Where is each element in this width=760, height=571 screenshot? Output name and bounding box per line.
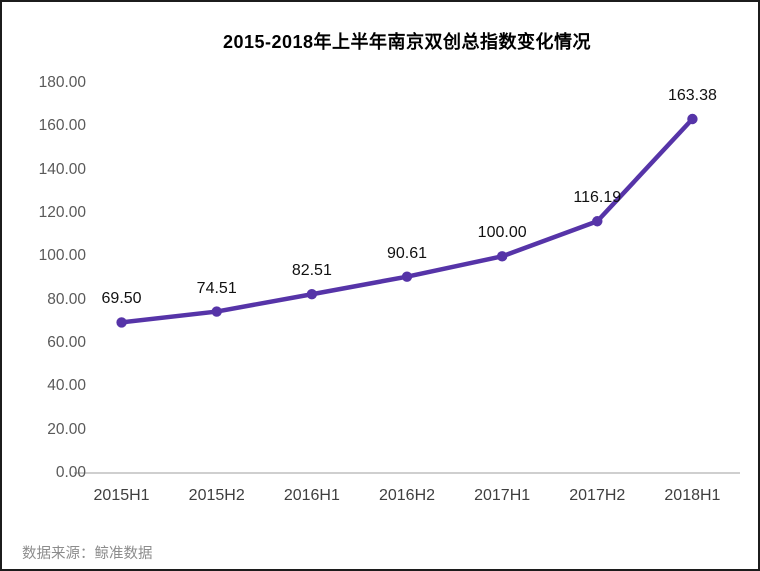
data-point-marker	[306, 289, 318, 300]
y-tick-label: 80.00	[47, 290, 86, 308]
y-tick-label: 160.00	[38, 117, 86, 135]
y-tick-label: 140.00	[38, 160, 86, 178]
x-axis-label: 2018H1	[664, 487, 721, 504]
x-axis-label: 2015H2	[188, 487, 245, 504]
y-tick-label: 0.00	[55, 464, 86, 481]
y-tick-label: 120.00	[38, 204, 86, 221]
y-tick-label: 100.00	[38, 247, 86, 265]
source-note: 数据来源：鲸准数据	[22, 546, 153, 562]
y-tick-label: 40.00	[47, 377, 86, 395]
data-point-marker	[496, 251, 508, 262]
data-label: 116.19	[573, 189, 622, 207]
data-label: 69.50	[101, 290, 142, 308]
chart-title: 2015-2018年上半年南京双创总指数变化情况	[222, 32, 592, 52]
data-point-marker	[687, 113, 698, 125]
data-point-marker	[401, 271, 413, 282]
x-axis-label: 2016H1	[283, 487, 340, 504]
x-axis-label: 2017H1	[474, 487, 531, 504]
data-point-marker	[116, 317, 127, 328]
y-tick-label: 60.00	[47, 334, 86, 351]
data-label: 74.51	[196, 279, 237, 297]
data-point-marker	[592, 216, 603, 227]
y-tick-label: 20.00	[47, 420, 86, 438]
data-label: 90.61	[386, 244, 428, 262]
data-label: 100.00	[477, 224, 527, 242]
data-point-marker	[211, 306, 222, 317]
x-axis-label: 2017H2	[569, 487, 626, 504]
x-axis-label: 2016H2	[378, 487, 436, 504]
data-label: 82.51	[291, 262, 332, 280]
x-axis-label: 2015H1	[93, 487, 150, 504]
data-label: 163.38	[667, 87, 717, 104]
y-tick-label: 180.00	[38, 74, 86, 91]
